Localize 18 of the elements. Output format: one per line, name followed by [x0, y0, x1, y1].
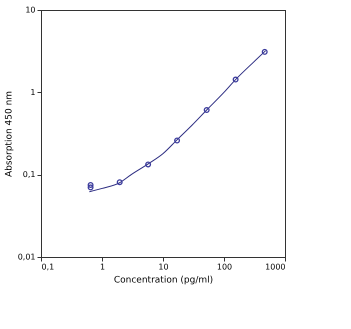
y-axis-title: Absorption 450 nm — [4, 90, 15, 178]
point — [116, 179, 123, 186]
x-tick-label: 1000 — [265, 262, 286, 272]
x-axis-title: Concentration (pg/ml) — [114, 276, 214, 286]
point — [204, 107, 210, 113]
point — [232, 76, 239, 83]
point — [174, 138, 180, 144]
x-tick-label: 0,1 — [42, 262, 54, 272]
y-tick-label: 0,01 — [18, 252, 36, 262]
y-tick-label: 0,1 — [22, 170, 36, 180]
point — [88, 184, 94, 190]
x-tick-label: 10 — [158, 262, 169, 272]
x-tick-label: 1 — [100, 262, 106, 272]
point — [145, 161, 152, 168]
point — [262, 48, 268, 55]
y-tick-label: 10 — [25, 6, 36, 14]
y-tick-label: 1 — [30, 88, 36, 97]
x-tick-label: 100 — [216, 262, 232, 272]
